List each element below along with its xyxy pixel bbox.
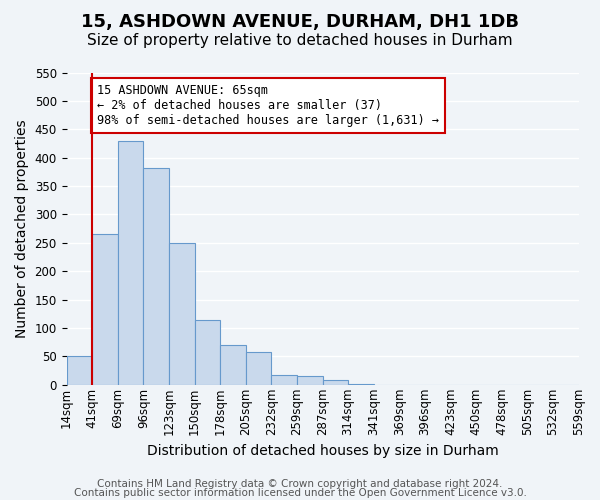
X-axis label: Distribution of detached houses by size in Durham: Distribution of detached houses by size …: [146, 444, 499, 458]
Bar: [271, 374, 297, 385]
Text: Contains HM Land Registry data © Crown copyright and database right 2024.: Contains HM Land Registry data © Crown c…: [97, 479, 503, 489]
Bar: [348, 384, 374, 385]
Text: Size of property relative to detached houses in Durham: Size of property relative to detached ho…: [87, 32, 513, 48]
Bar: [67, 356, 92, 385]
Bar: [169, 243, 194, 385]
Y-axis label: Number of detached properties: Number of detached properties: [15, 120, 29, 338]
Text: 15 ASHDOWN AVENUE: 65sqm
← 2% of detached houses are smaller (37)
98% of semi-de: 15 ASHDOWN AVENUE: 65sqm ← 2% of detache…: [97, 84, 439, 127]
Bar: [92, 234, 118, 385]
Bar: [143, 168, 169, 385]
Bar: [220, 345, 246, 385]
Bar: [118, 140, 143, 385]
Bar: [297, 376, 323, 385]
Text: Contains public sector information licensed under the Open Government Licence v3: Contains public sector information licen…: [74, 488, 526, 498]
Bar: [323, 380, 348, 385]
Text: 15, ASHDOWN AVENUE, DURHAM, DH1 1DB: 15, ASHDOWN AVENUE, DURHAM, DH1 1DB: [81, 12, 519, 30]
Bar: [194, 320, 220, 385]
Bar: [246, 352, 271, 385]
